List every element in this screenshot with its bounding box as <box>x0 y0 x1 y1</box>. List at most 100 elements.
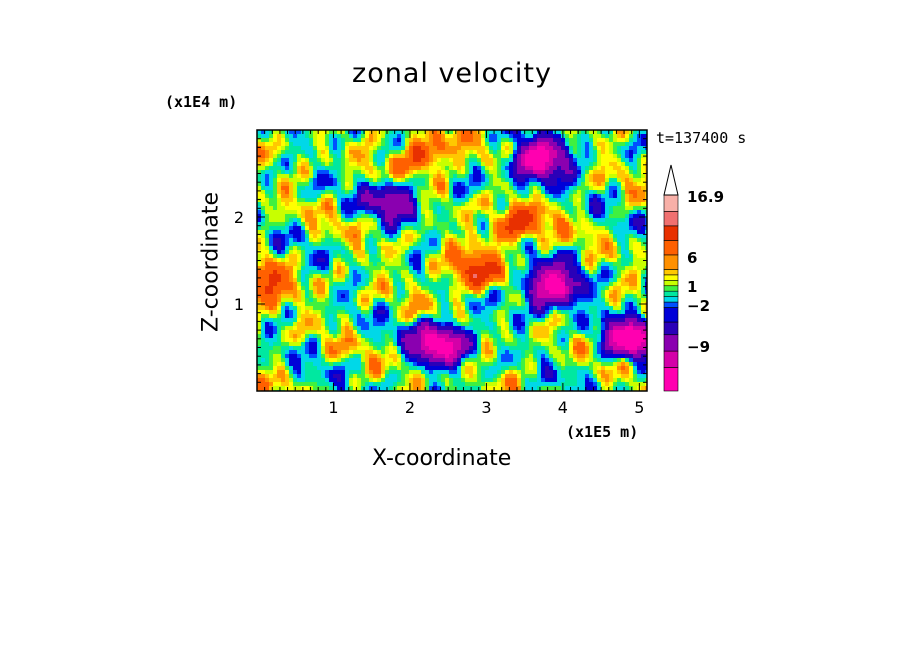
field-cell <box>417 170 422 175</box>
field-cell <box>429 318 434 323</box>
field-cell <box>425 142 430 147</box>
field-cell <box>361 218 366 223</box>
field-cell <box>465 202 470 207</box>
field-cell <box>541 142 546 147</box>
field-cell <box>641 174 646 179</box>
field-cell <box>621 266 626 271</box>
field-cell <box>273 158 278 163</box>
field-cell <box>645 306 647 311</box>
field-cell <box>385 226 390 231</box>
field-cell <box>273 326 278 331</box>
field-cell <box>333 330 338 335</box>
field-cell <box>409 294 414 299</box>
field-cell <box>365 246 370 251</box>
field-cell <box>401 194 406 199</box>
field-cell <box>505 230 510 235</box>
field-cell <box>373 218 378 223</box>
field-cell <box>645 290 647 295</box>
field-cell <box>261 274 266 279</box>
field-cell <box>505 258 510 263</box>
field-cell <box>257 194 262 199</box>
field-cell <box>613 278 618 283</box>
field-cell <box>525 290 530 295</box>
field-cell <box>593 134 598 139</box>
field-cell <box>585 202 590 207</box>
field-cell <box>261 206 266 211</box>
field-cell <box>645 218 647 223</box>
field-cell <box>445 230 450 235</box>
field-cell <box>261 194 266 199</box>
field-cell <box>481 166 486 171</box>
field-cell <box>465 154 470 159</box>
field-cell <box>281 150 286 155</box>
field-cell <box>357 278 362 283</box>
field-cell <box>621 250 626 255</box>
field-cell <box>517 202 522 207</box>
field-cell <box>497 158 502 163</box>
field-cell <box>469 206 474 211</box>
field-cell <box>565 326 570 331</box>
field-cell <box>433 266 438 271</box>
field-cell <box>393 134 398 139</box>
field-cell <box>361 270 366 275</box>
field-cell <box>589 230 594 235</box>
field-cell <box>609 314 614 319</box>
field-cell <box>605 218 610 223</box>
field-cell <box>601 154 606 159</box>
field-cell <box>597 146 602 151</box>
field-cell <box>305 258 310 263</box>
field-cell <box>453 194 458 199</box>
field-cell <box>537 314 542 319</box>
field-cell <box>597 162 602 167</box>
field-cell <box>381 322 386 327</box>
field-cell <box>513 130 518 135</box>
field-cell <box>361 226 366 231</box>
field-cell <box>401 222 406 227</box>
field-cell <box>417 234 422 239</box>
field-cell <box>541 234 546 239</box>
field-cell <box>621 254 626 259</box>
field-cell <box>425 318 430 323</box>
field-cell <box>257 198 262 203</box>
field-cell <box>409 298 414 303</box>
field-cell <box>577 158 582 163</box>
field-cell <box>585 330 590 335</box>
field-cell <box>305 218 310 223</box>
field-cell <box>549 310 554 315</box>
field-cell <box>557 226 562 231</box>
field-cell <box>481 194 486 199</box>
field-cell <box>573 198 578 203</box>
field-cell <box>465 210 470 215</box>
field-cell <box>297 258 302 263</box>
field-cell <box>405 178 410 183</box>
field-cell <box>389 170 394 175</box>
field-cell <box>613 246 618 251</box>
field-cell <box>321 202 326 207</box>
field-cell <box>297 210 302 215</box>
field-cell <box>329 242 334 247</box>
field-cell <box>393 170 398 175</box>
chart-title: zonal velocity <box>352 58 552 89</box>
field-cell <box>625 234 630 239</box>
field-cell <box>633 170 638 175</box>
field-cell <box>273 170 278 175</box>
field-cell <box>365 310 370 315</box>
field-cell <box>297 266 302 271</box>
field-cell <box>601 198 606 203</box>
field-cell <box>381 302 386 307</box>
field-cell <box>441 142 446 147</box>
field-cell <box>613 178 618 183</box>
field-cell <box>641 142 646 147</box>
field-cell <box>337 266 342 271</box>
field-cell <box>601 318 606 323</box>
field-cell <box>493 218 498 223</box>
field-cell <box>493 318 498 323</box>
field-cell <box>349 290 354 295</box>
field-cell <box>465 150 470 155</box>
field-cell <box>313 286 318 291</box>
field-cell <box>361 210 366 215</box>
field-cell <box>581 218 586 223</box>
field-cell <box>537 174 542 179</box>
field-cell <box>369 274 374 279</box>
field-cell <box>457 182 462 187</box>
